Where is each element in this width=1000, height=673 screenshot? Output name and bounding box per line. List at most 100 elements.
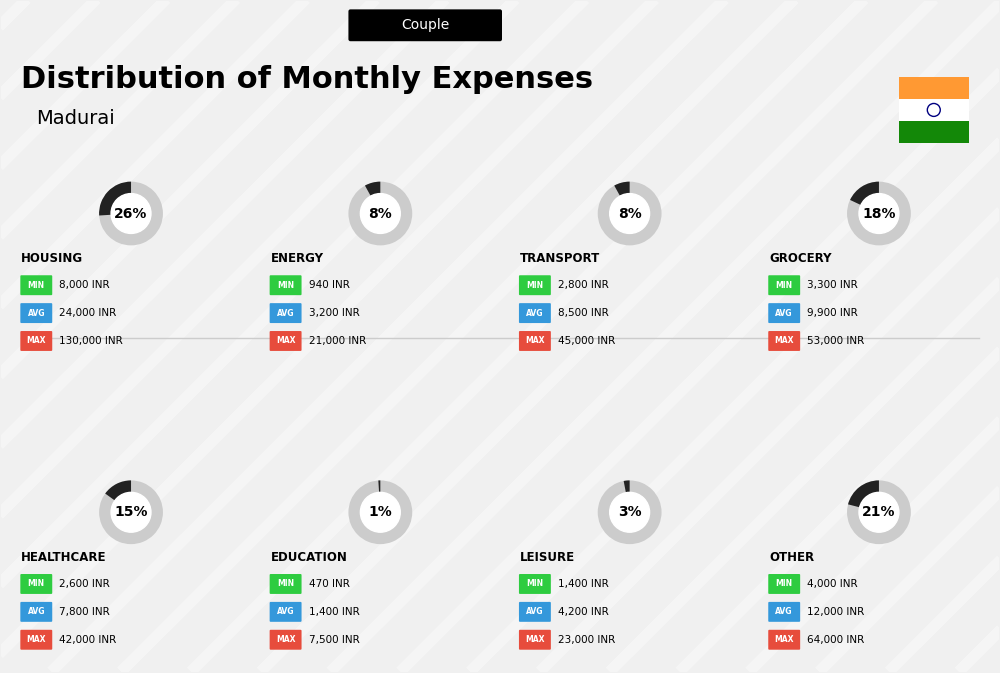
Text: 42,000 INR: 42,000 INR [59, 635, 116, 645]
Wedge shape [598, 481, 662, 544]
Text: 4,000 INR: 4,000 INR [807, 579, 858, 589]
Wedge shape [847, 182, 911, 246]
Text: LEISURE: LEISURE [520, 551, 575, 563]
Wedge shape [614, 182, 630, 196]
Circle shape [859, 493, 899, 532]
Circle shape [610, 194, 650, 234]
Text: 15%: 15% [114, 505, 148, 520]
FancyBboxPatch shape [270, 331, 302, 351]
FancyBboxPatch shape [270, 630, 302, 649]
Text: Distribution of Monthly Expenses: Distribution of Monthly Expenses [21, 65, 593, 94]
Text: HEALTHCARE: HEALTHCARE [21, 551, 107, 563]
FancyBboxPatch shape [899, 121, 969, 143]
Text: MIN: MIN [526, 579, 543, 588]
Text: OTHER: OTHER [769, 551, 814, 563]
FancyBboxPatch shape [270, 602, 302, 622]
Text: 45,000 INR: 45,000 INR [558, 336, 615, 346]
Text: 1%: 1% [368, 505, 392, 520]
Text: 21,000 INR: 21,000 INR [309, 336, 366, 346]
Text: 130,000 INR: 130,000 INR [59, 336, 123, 346]
Text: AVG: AVG [28, 607, 45, 616]
Text: 8%: 8% [618, 207, 642, 221]
Circle shape [111, 194, 151, 234]
Text: AVG: AVG [28, 309, 45, 318]
Text: 8,500 INR: 8,500 INR [558, 308, 609, 318]
Wedge shape [348, 182, 412, 246]
FancyBboxPatch shape [768, 303, 800, 323]
FancyBboxPatch shape [20, 303, 52, 323]
Wedge shape [365, 182, 380, 196]
FancyBboxPatch shape [348, 9, 502, 41]
Text: HOUSING: HOUSING [21, 252, 83, 264]
FancyBboxPatch shape [20, 275, 52, 295]
FancyBboxPatch shape [20, 630, 52, 649]
Text: 3,300 INR: 3,300 INR [807, 280, 858, 290]
Text: MAX: MAX [525, 635, 545, 644]
Wedge shape [378, 481, 380, 493]
Text: 26%: 26% [114, 207, 148, 221]
Text: AVG: AVG [277, 309, 294, 318]
Text: AVG: AVG [277, 607, 294, 616]
Text: MIN: MIN [277, 579, 294, 588]
Text: MAX: MAX [774, 635, 794, 644]
Circle shape [360, 194, 400, 234]
FancyBboxPatch shape [768, 602, 800, 622]
Text: AVG: AVG [775, 309, 793, 318]
Text: MIN: MIN [776, 281, 793, 289]
Text: 4,200 INR: 4,200 INR [558, 607, 609, 617]
Wedge shape [624, 481, 630, 493]
FancyBboxPatch shape [899, 99, 969, 121]
Wedge shape [848, 481, 879, 507]
Text: ENERGY: ENERGY [271, 252, 324, 264]
Text: MAX: MAX [27, 336, 46, 345]
Text: MAX: MAX [27, 635, 46, 644]
FancyBboxPatch shape [519, 275, 551, 295]
FancyBboxPatch shape [270, 303, 302, 323]
Text: 8,000 INR: 8,000 INR [59, 280, 110, 290]
Circle shape [111, 493, 151, 532]
FancyBboxPatch shape [768, 275, 800, 295]
FancyBboxPatch shape [768, 574, 800, 594]
Wedge shape [598, 182, 662, 246]
FancyBboxPatch shape [20, 331, 52, 351]
FancyBboxPatch shape [20, 574, 52, 594]
Text: 21%: 21% [862, 505, 896, 520]
FancyBboxPatch shape [20, 602, 52, 622]
Text: MAX: MAX [774, 336, 794, 345]
Text: 1,400 INR: 1,400 INR [309, 607, 359, 617]
FancyBboxPatch shape [519, 602, 551, 622]
Text: 3,200 INR: 3,200 INR [309, 308, 359, 318]
Text: 940 INR: 940 INR [309, 280, 349, 290]
Text: 470 INR: 470 INR [309, 579, 349, 589]
Wedge shape [847, 481, 911, 544]
Circle shape [360, 493, 400, 532]
Text: 8%: 8% [368, 207, 392, 221]
Text: Madurai: Madurai [36, 110, 115, 129]
Text: 2,600 INR: 2,600 INR [59, 579, 110, 589]
Text: 7,500 INR: 7,500 INR [309, 635, 359, 645]
Text: MAX: MAX [525, 336, 545, 345]
Text: 23,000 INR: 23,000 INR [558, 635, 615, 645]
Text: MIN: MIN [526, 281, 543, 289]
Text: AVG: AVG [526, 607, 544, 616]
FancyBboxPatch shape [270, 574, 302, 594]
Text: 53,000 INR: 53,000 INR [807, 336, 864, 346]
Text: MAX: MAX [276, 336, 295, 345]
FancyBboxPatch shape [519, 331, 551, 351]
Text: 24,000 INR: 24,000 INR [59, 308, 116, 318]
Text: 64,000 INR: 64,000 INR [807, 635, 864, 645]
Wedge shape [850, 182, 879, 205]
Text: 1,400 INR: 1,400 INR [558, 579, 609, 589]
Wedge shape [99, 481, 163, 544]
Text: EDUCATION: EDUCATION [271, 551, 348, 563]
Text: TRANSPORT: TRANSPORT [520, 252, 600, 264]
Text: 7,800 INR: 7,800 INR [59, 607, 110, 617]
Text: AVG: AVG [526, 309, 544, 318]
Text: MIN: MIN [28, 579, 45, 588]
Text: AVG: AVG [775, 607, 793, 616]
Text: 3%: 3% [618, 505, 641, 520]
Text: MIN: MIN [28, 281, 45, 289]
Text: 12,000 INR: 12,000 INR [807, 607, 864, 617]
Text: MAX: MAX [276, 635, 295, 644]
FancyBboxPatch shape [768, 331, 800, 351]
